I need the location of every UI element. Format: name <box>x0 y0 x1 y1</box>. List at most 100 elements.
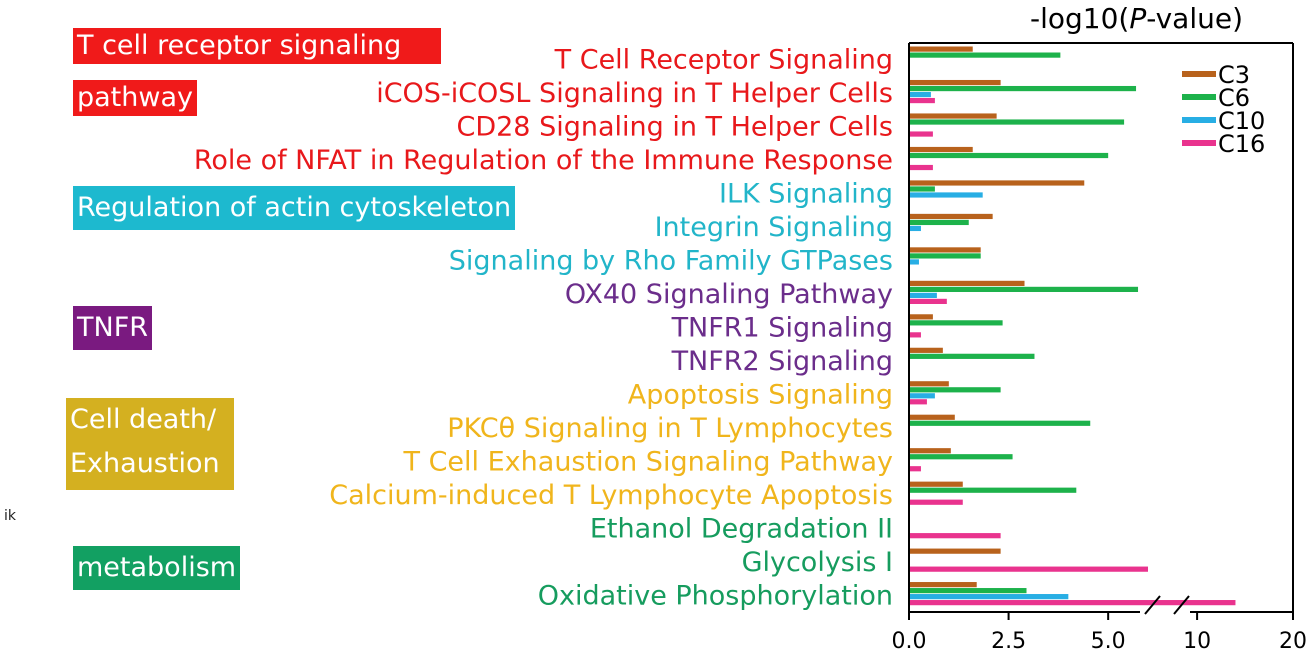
group-label-celldeath-line2: Exhaustion <box>70 448 220 479</box>
legend-swatch-c6 <box>1182 94 1216 100</box>
category-label-0: T Cell Receptor Signaling <box>554 45 893 76</box>
bar-c3-10 <box>909 381 949 387</box>
bar-c6-1 <box>909 85 1137 92</box>
legend-swatch-c3 <box>1182 71 1216 77</box>
bar-c10-7 <box>909 292 937 298</box>
category-label-2: CD28 Signaling in T Helper Cells <box>456 112 893 143</box>
bar-c10-4 <box>909 192 983 198</box>
bar-c3-16 <box>909 582 977 588</box>
bar-c10-5 <box>909 225 921 232</box>
bar-c3-4 <box>909 180 1085 186</box>
category-label-1: iCOS-iCOSL Signaling in T Helper Cells <box>376 78 893 109</box>
group-label-tcr: T cell receptor signaling <box>73 28 441 64</box>
bar-c3-11 <box>909 414 955 420</box>
bar-c3-8 <box>909 314 933 320</box>
group-label-tcr-line2: pathway <box>77 82 193 113</box>
bar-c3-1 <box>909 79 1001 86</box>
group-label-tnfr: TNFR <box>73 306 152 350</box>
bar-c16-12 <box>909 466 921 472</box>
x-axis-title: -log10(P-value) <box>1030 2 1243 35</box>
group-label-celldeath: Cell death/ Exhaustion <box>66 398 234 490</box>
group-label-tcr-2: pathway <box>73 80 197 116</box>
legend-swatch-c16 <box>1182 140 1216 146</box>
category-label-6: Signaling by Rho Family GTPases <box>449 246 893 277</box>
bar-c3-5 <box>909 213 993 220</box>
bar-c6-9 <box>909 353 1035 359</box>
legend-label-c3: C3 <box>1218 61 1250 89</box>
group-label-actin: Regulation of actin cytoskeleton <box>73 186 516 230</box>
x-tick-label-0: 0.0 <box>892 629 927 654</box>
bar-c6-16 <box>909 588 1027 594</box>
category-label-5: Integrin Signaling <box>655 212 893 243</box>
category-label-14: Ethanol Degradation II <box>590 513 893 544</box>
bar-c16-13 <box>909 499 963 505</box>
bar-c3-6 <box>909 247 981 253</box>
bar-c16-7 <box>909 298 947 304</box>
bar-c10-6 <box>909 259 919 265</box>
bar-c6-2 <box>909 119 1125 125</box>
x-tick-label-4: 20 <box>1279 629 1307 654</box>
category-label-16: Oxidative Phosphorylation <box>538 580 893 611</box>
group-label-metabolism-text: metabolism <box>77 552 237 583</box>
category-label-8: TNFR1 Signaling <box>671 313 893 344</box>
bar-c6-5 <box>909 219 969 226</box>
category-label-15: Glycolysis I <box>742 547 893 578</box>
bar-c6-3 <box>909 152 1109 159</box>
bar-c16-15 <box>909 566 1148 572</box>
bar-c6-7 <box>909 286 1139 292</box>
bar-c16-16 <box>909 600 1236 606</box>
bar-c6-11 <box>909 420 1091 426</box>
group-label-tnfr-text: TNFR <box>77 312 148 343</box>
bar-c6-0 <box>909 52 1061 58</box>
group-label-tcr-line1: T cell receptor signaling <box>77 30 402 61</box>
bar-c16-14 <box>909 533 1001 539</box>
bar-c16-1 <box>909 97 935 104</box>
x-axis-title-part3: -value) <box>1146 2 1243 35</box>
x-tick-label-1: 2.5 <box>991 629 1026 654</box>
legend-label-c6: C6 <box>1218 84 1250 112</box>
bar-c6-6 <box>909 253 981 259</box>
bar-c3-3 <box>909 146 973 153</box>
x-tick-label-2: 5.0 <box>1091 629 1126 654</box>
bar-c6-10 <box>909 387 1001 393</box>
bar-c10-10 <box>909 393 935 399</box>
bar-c6-12 <box>909 454 1013 460</box>
group-label-metabolism: metabolism <box>73 546 241 590</box>
bar-c16-2 <box>909 131 933 137</box>
bar-c3-0 <box>909 46 973 52</box>
axis-break-mark-1 <box>1144 595 1161 615</box>
category-label-13: Calcium-induced T Lymphocyte Apoptosis <box>329 480 893 511</box>
bar-c16-8 <box>909 332 921 338</box>
category-label-3: Role of NFAT in Regulation of the Immune… <box>194 145 893 176</box>
category-label-7: OX40 Signaling Pathway <box>565 279 893 310</box>
legend-swatch-c10 <box>1182 117 1216 123</box>
x-axis-title-italic: P <box>1129 2 1147 35</box>
group-label-celldeath-line1: Cell death/ <box>70 404 217 435</box>
bar-c6-4 <box>909 186 935 192</box>
bar-c3-2 <box>909 113 997 119</box>
category-label-10: Apoptosis Signaling <box>628 379 893 410</box>
category-label-9: TNFR2 Signaling <box>671 346 893 377</box>
x-axis-title-part1: -log10( <box>1030 2 1130 35</box>
bar-c3-13 <box>909 481 963 487</box>
bar-c16-3 <box>909 164 933 171</box>
legend-label-c16: C16 <box>1218 130 1265 158</box>
category-label-4: ILK Signaling <box>719 179 893 210</box>
stray-text: ik <box>4 508 16 524</box>
bar-c3-7 <box>909 280 1025 286</box>
x-tick-label-3: 10 <box>1183 629 1211 654</box>
bar-c16-10 <box>909 399 927 405</box>
bar-c3-9 <box>909 347 943 353</box>
bar-c10-1 <box>909 91 931 98</box>
bar-c10-16 <box>909 594 1069 600</box>
bar-c3-15 <box>909 548 1001 554</box>
category-label-12: T Cell Exhaustion Signaling Pathway <box>403 446 894 477</box>
category-label-11: PKCθ Signaling in T Lymphocytes <box>447 413 893 444</box>
bar-c6-8 <box>909 320 1003 326</box>
legend-label-c10: C10 <box>1218 107 1265 135</box>
axis-break-mark-2 <box>1173 595 1190 615</box>
group-label-actin-text: Regulation of actin cytoskeleton <box>77 192 512 223</box>
bar-c6-13 <box>909 487 1077 493</box>
bar-c3-12 <box>909 448 951 454</box>
